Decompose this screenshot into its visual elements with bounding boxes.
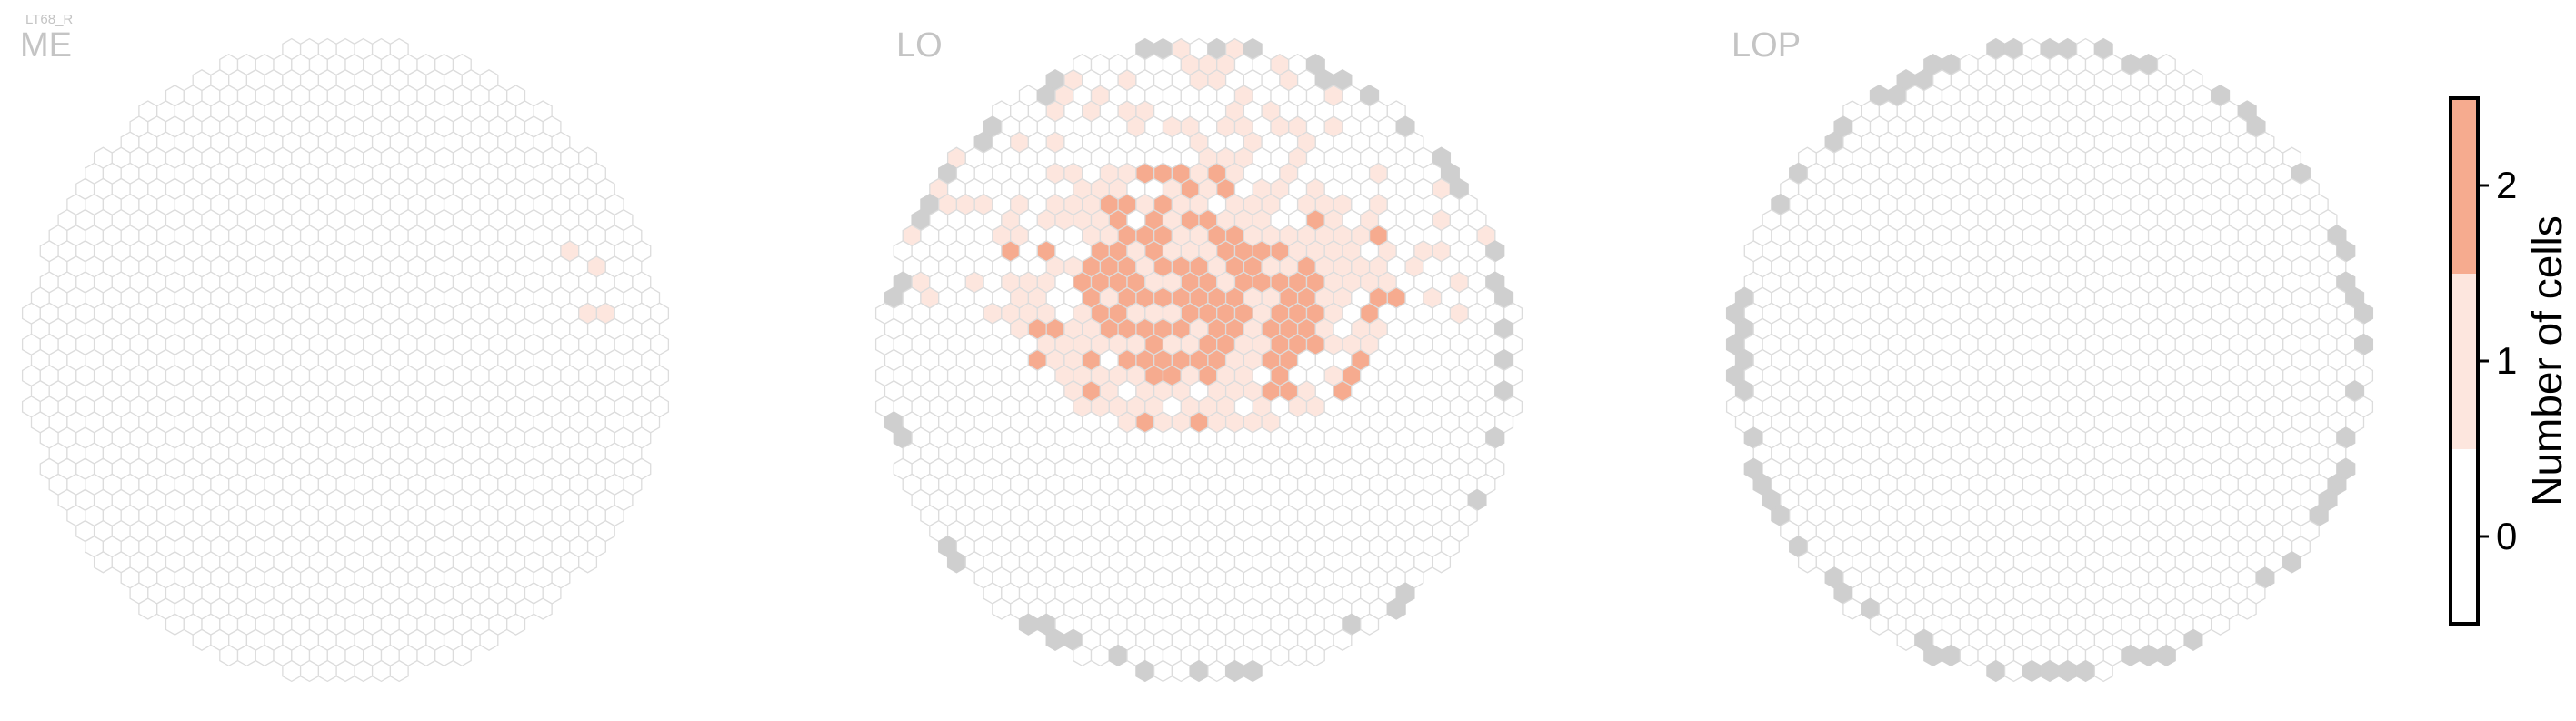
hex-column <box>138 597 158 620</box>
hex-column <box>1171 659 1191 683</box>
panel-title-lo: LO <box>896 26 943 65</box>
hex-column <box>1305 644 1325 667</box>
hex-column <box>1018 613 1038 636</box>
hex-column <box>479 628 499 651</box>
hex-column <box>1923 644 1943 667</box>
hexmap-panel-me <box>21 37 670 683</box>
hex-column <box>2139 644 2159 667</box>
hex-column <box>1288 644 1308 667</box>
hex-column <box>1270 644 1290 667</box>
hexmap-panels <box>21 37 2374 683</box>
hex-column <box>1090 644 1110 667</box>
hex-column <box>371 659 392 683</box>
panel-title-lop: LOP <box>1732 26 1801 65</box>
colorbar-segment-0 <box>2451 449 2478 624</box>
hex-column <box>2075 659 2096 683</box>
panel-title-me: ME <box>20 26 72 65</box>
hex-column <box>1207 659 1227 683</box>
hexmap-panel-lo <box>874 37 1523 683</box>
hex-column <box>1896 628 1916 651</box>
hex-column <box>1243 659 1263 683</box>
hex-column <box>2282 551 2302 574</box>
hex-column <box>2003 659 2024 683</box>
hex-column <box>452 644 472 667</box>
colorbar-segment-1 <box>2451 274 2478 449</box>
hex-column <box>506 613 526 636</box>
hex-column <box>2058 659 2078 683</box>
hex-column <box>992 597 1012 620</box>
hex-column <box>219 644 239 667</box>
colorbar: 2 1 0 Number of cells <box>2449 96 2571 626</box>
hex-column <box>434 644 454 667</box>
hex-column <box>2121 644 2141 667</box>
hex-column <box>2156 644 2176 667</box>
hex-column <box>1797 551 1817 574</box>
hex-column <box>416 644 436 667</box>
hex-column <box>2022 659 2042 683</box>
hex-column <box>533 597 553 620</box>
hex-column <box>2093 659 2113 683</box>
hexmap-panel-lop <box>1725 37 2374 683</box>
hex-column <box>335 659 355 683</box>
hex-column <box>389 659 409 683</box>
hex-column <box>1224 659 1245 683</box>
hex-column <box>1153 659 1173 683</box>
hex-column <box>1045 628 1065 651</box>
hex-column <box>236 644 256 667</box>
hex-column <box>1959 644 1979 667</box>
hex-column <box>946 551 966 574</box>
hex-column <box>1189 659 1209 683</box>
colorbar-tick-label-2: 2 <box>2496 164 2517 206</box>
hex-column <box>1941 644 1961 667</box>
hex-column <box>1135 659 1155 683</box>
colorbar-tick-label-1: 1 <box>2496 339 2517 382</box>
hex-column <box>299 659 320 683</box>
hex-column <box>317 659 337 683</box>
hex-column <box>1842 597 1862 620</box>
hex-column <box>2237 597 2257 620</box>
hex-column <box>1108 644 1128 667</box>
cell-type-label: LT68_R <box>25 12 73 27</box>
hex-column <box>282 659 302 683</box>
hex-column <box>1386 597 1406 620</box>
hex-column <box>192 628 212 651</box>
hex-column <box>1869 613 1889 636</box>
colorbar-tick-label-0: 0 <box>2496 515 2517 557</box>
hex-column <box>1432 551 1452 574</box>
hex-column <box>2183 628 2203 651</box>
hex-column <box>165 613 185 636</box>
hex-column <box>1333 628 1353 651</box>
hex-column <box>255 644 275 667</box>
colorbar-axis-label: Number of cells <box>2523 215 2571 506</box>
hex-column <box>1986 659 2006 683</box>
hex-column <box>1073 644 1093 667</box>
hex-column <box>1360 613 1380 636</box>
hex-column <box>2040 659 2060 683</box>
hex-column <box>2211 613 2231 636</box>
hex-column <box>578 551 598 574</box>
hex-column <box>93 551 113 574</box>
hex-column <box>354 659 374 683</box>
